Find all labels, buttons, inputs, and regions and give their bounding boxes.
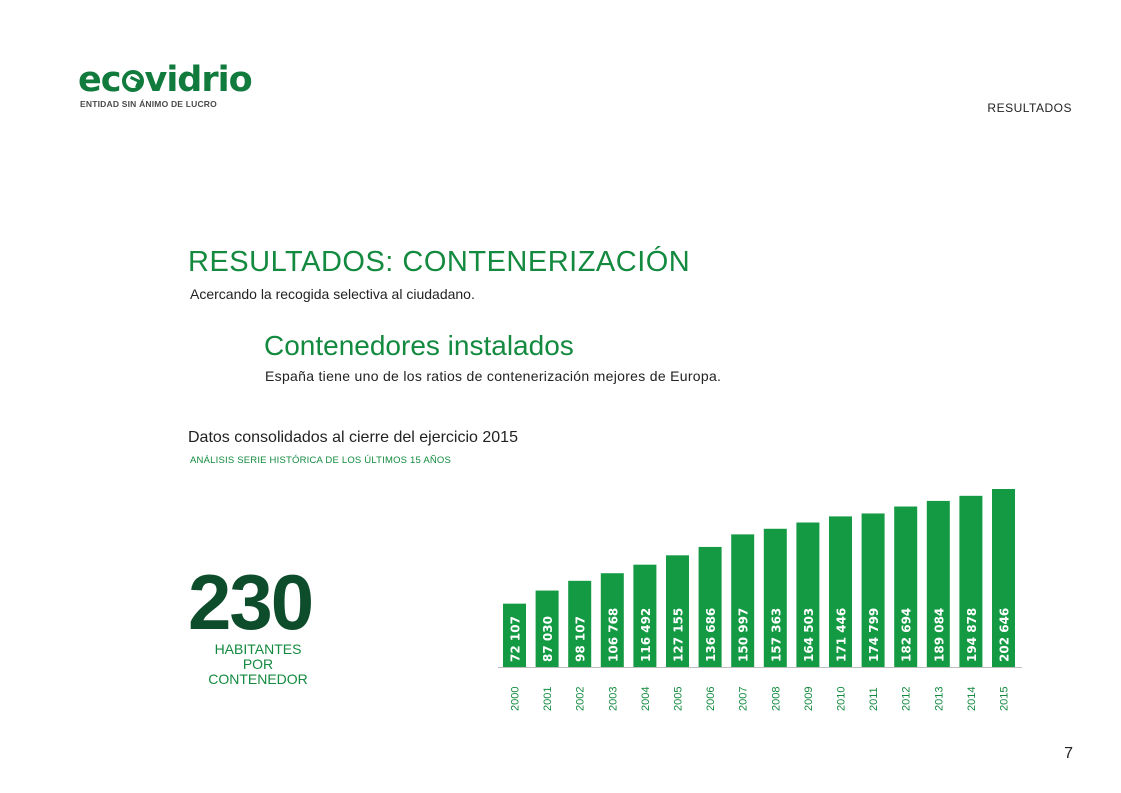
- bar-value-label: 98 107: [574, 616, 588, 662]
- x-tick-label: 2011: [868, 687, 880, 711]
- section-label: RESULTADOS: [987, 101, 1072, 115]
- bar-2008: [763, 528, 787, 667]
- data-subtitle: ANÁLISIS SERIE HISTÓRICA DE LOS ÚLTIMOS …: [190, 455, 452, 466]
- kpi-caption-line: CONTENEDOR: [208, 671, 308, 687]
- bar-value-label: 136 686: [704, 608, 718, 662]
- bar-2003: [600, 573, 624, 667]
- bar-value-label: 106 768: [606, 608, 620, 662]
- x-tick-label: 2012: [901, 687, 913, 711]
- bar-2004: [633, 564, 657, 667]
- x-tick-label: 2005: [673, 687, 685, 711]
- bar-value-label: 150 997: [737, 608, 751, 662]
- bar-value-label: 87 030: [541, 616, 555, 662]
- x-tick-label: 2010: [836, 687, 848, 711]
- bar-2007: [731, 534, 755, 667]
- ecovidrio-logo: ec vidrio ENTIDAD SIN ÁNIMO DE LUCRO: [78, 60, 258, 110]
- x-tick-label: 2007: [738, 687, 750, 711]
- x-tick-label: 2000: [510, 687, 522, 711]
- bar-value-label: 127 155: [672, 608, 686, 662]
- bar-2000: [503, 603, 526, 667]
- x-tick-label: 2002: [575, 687, 587, 711]
- kpi-caption: HABITANTES POR CONTENEDOR: [190, 642, 326, 687]
- bar-2002: [568, 580, 592, 667]
- page-subtitle: Acercando la recogida selectiva al ciuda…: [190, 286, 475, 302]
- bar-2014: [959, 495, 983, 667]
- x-tick-label: 2003: [607, 687, 619, 711]
- bar-2009: [796, 522, 820, 667]
- bar-value-label: 164 503: [802, 608, 816, 662]
- bar-2015: [992, 489, 1015, 667]
- bar-value-label: 182 694: [900, 608, 914, 662]
- bar-value-label: 116 492: [639, 608, 653, 662]
- kpi-caption-line: HABITANTES: [214, 641, 302, 657]
- kpi-caption-line: POR: [242, 656, 274, 672]
- x-tick-label: 2001: [542, 687, 554, 711]
- x-tick-label: 2008: [770, 687, 782, 711]
- bar-value-label: 174 799: [867, 608, 881, 662]
- section-title: Contenedores instalados: [264, 330, 574, 361]
- x-tick-label: 2014: [966, 687, 978, 711]
- bar-value-label: 194 878: [965, 608, 979, 662]
- logo-wordmark: ec vidrio: [78, 60, 253, 100]
- bar-value-label: 157 363: [769, 608, 783, 662]
- recycle-o-icon: [121, 70, 144, 92]
- bar-value-label: 171 446: [835, 608, 849, 662]
- bar-2011: [861, 513, 885, 667]
- x-tick-label: 2006: [705, 687, 717, 711]
- containers-bar-chart: 72 107 2000 87 030 2001 98 107 2002 106 768 200…: [498, 489, 1022, 711]
- section-subtitle: España tiene uno de los ratios de conten…: [265, 368, 722, 384]
- x-tick-label: 2015: [999, 687, 1011, 711]
- x-tick-label: 2009: [803, 687, 815, 711]
- bar-2012: [894, 506, 918, 667]
- bar-2001: [535, 590, 559, 667]
- page-title: RESULTADOS: CONTENERIZACIÓN: [188, 246, 691, 278]
- bar-value-label: 72 107: [509, 616, 523, 662]
- x-tick-label: 2013: [933, 687, 945, 711]
- page-number: 7: [1064, 745, 1073, 762]
- logo-tagline: ENTIDAD SIN ÁNIMO DE LUCRO: [80, 99, 217, 109]
- bar-2013: [926, 500, 950, 667]
- bar-2010: [829, 516, 852, 667]
- bar-2005: [666, 555, 689, 667]
- bar-2006: [698, 546, 722, 667]
- kpi-value: 230: [188, 558, 314, 646]
- bar-value-label: 202 646: [998, 608, 1012, 662]
- data-title: Datos consolidados al cierre del ejercic…: [188, 429, 518, 446]
- bar-value-label: 189 084: [932, 608, 946, 662]
- x-tick-label: 2004: [640, 687, 652, 711]
